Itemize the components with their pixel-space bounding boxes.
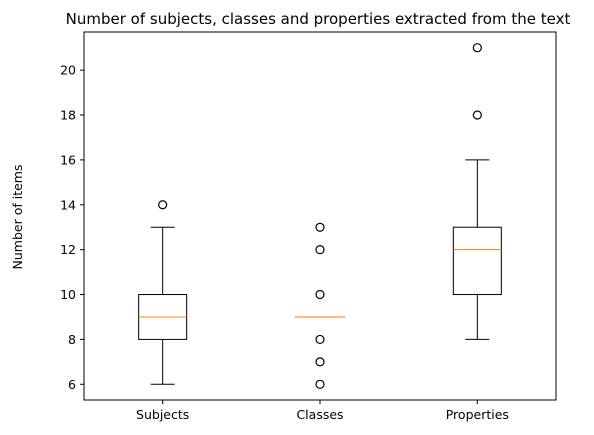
outlier-point [158,200,168,210]
outlier-point [315,222,325,232]
y-tick-label: 20 [60,63,76,78]
y-tick-label: 8 [68,332,76,347]
outlier-point [315,379,325,389]
y-tick-label: 14 [60,197,76,212]
outlier-point [315,289,325,300]
x-tick-label: Subjects [136,407,189,422]
y-tick-label: 18 [60,108,76,123]
box-properties [452,43,502,340]
x-tick-label: Classes [296,407,343,422]
y-tick-label: 10 [60,287,76,302]
outlier-point [315,357,325,367]
x-tick-label: Properties [446,407,509,422]
y-axis-label: Number of items [10,165,25,270]
outlier-point [315,245,325,255]
plot-area-frame [83,31,557,401]
y-tick-label: 16 [60,152,76,167]
y-tick-label: 6 [68,377,76,392]
y-axis: 6 8 10 12 14 16 18 20 [60,63,84,392]
box-iqr [452,226,502,296]
outlier-point [315,334,325,345]
chart-title: Number of subjects, classes and properti… [66,10,571,28]
outlier-point [472,110,482,120]
outlier-point [472,43,482,53]
x-axis: Subjects Classes Properties [136,400,509,422]
box-series [138,43,502,389]
box-classes [295,222,345,389]
y-tick-label: 12 [60,242,76,257]
box-subjects [138,200,188,385]
